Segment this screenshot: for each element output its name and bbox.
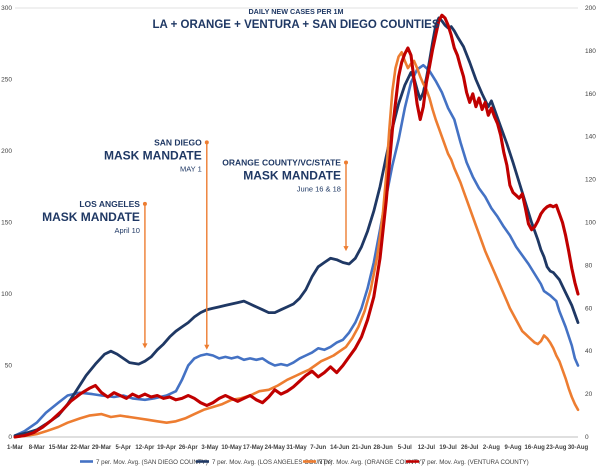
x-tick-label: 22-Mar [70,445,90,451]
legend-item-los-angeles: 7 per. Mov. Avg. (LOS ANGELES COUNTY) [196,459,332,466]
left-axis-tick-label: 250 [1,77,12,84]
left-axis-tick-label: 50 [5,363,13,370]
left-axis-tick-label: 300 [1,5,12,12]
x-tick-label: 26-Jul [461,445,479,451]
x-tick-label: 24-May [265,445,286,451]
right-axis-tick-label: 160 [585,91,596,98]
annotation-date: April 10 [114,226,139,235]
x-tick-label: 26-Apr [179,445,199,451]
x-tick-label: 19-Apr [157,445,177,451]
x-tick-label: 30-Aug [568,445,589,451]
x-tick-label: 15-Mar [49,445,69,451]
right-axis-tick-label: 40 [585,348,593,355]
right-axis-tick-label: 100 [585,220,596,227]
x-tick-label: 3-May [201,445,219,451]
x-tick-label: 17-May [243,445,264,451]
x-tick-label: 19-Jul [439,445,457,451]
x-tick-label: 14-Jun [330,445,350,451]
legend-item-orange-county: 7 per. Mov. Avg. (ORANGE COUNTY) [303,459,423,466]
x-tick-label: 31-May [286,445,307,451]
x-tick-label: 28-Jun [373,445,393,451]
x-tick-label: 1-Mar [7,445,24,451]
chart-title-line1: DAILY NEW CASES PER 1M [248,7,343,16]
x-tick-label: 12-Jul [418,445,436,451]
annotation-mandate: MASK MANDATE [42,210,140,224]
series-line-los-angeles [13,16,580,438]
x-tick-label: 2-Aug [483,445,500,451]
annotation-date: MAY 1 [180,164,202,173]
annotation-mandate: MASK MANDATE [104,148,202,162]
x-tick-label: 5-Jul [398,445,412,451]
annotation-mandate: MASK MANDATE [243,168,341,182]
right-axis-tick-label: 120 [585,177,596,184]
x-tick-label: 21-Jun [352,445,372,451]
legend-label: 7 per. Mov. Avg. (VENTURA COUNTY) [422,459,529,466]
x-axis-labels: 1-Mar 8-Mar 15-Mar 22-Mar 29-Mar 5-Apr 12-Apr 1… [7,445,589,451]
annotation-arrow-dot [142,201,147,206]
annotation-arrow-dot [204,140,209,145]
legend-label: 7 per. Mov. Avg. (SAN DIEGO COUNTY) [96,459,208,466]
annotation-arrow-dot [343,160,348,165]
legend-item-ventura: 7 per. Mov. Avg. (VENTURA COUNTY) [406,459,529,466]
legend-item-san-diego: 7 per. Mov. Avg. (SAN DIEGO COUNTY) [80,459,208,466]
gridlines [15,7,578,438]
right-axis-tick-label: 60 [585,305,593,312]
chart-title: DAILY NEW CASES PER 1M LA + ORANGE + VEN… [152,7,439,31]
left-axis-labels: 0 50 100 150 200 250 300 [1,5,12,441]
annotation-arrow-head [343,246,349,252]
x-tick-label: 7-Jun [310,445,326,451]
annotation-region: ORANGE COUNTY/VC/STATE [222,157,341,167]
series-line-ventura [13,13,580,439]
x-tick-label: 16-Aug [525,445,546,451]
right-axis-tick-label: 80 [585,262,593,269]
annotation-region: SAN DIEGO [154,137,202,147]
right-axis-tick-label: 140 [585,134,596,141]
x-tick-label: 23-Aug [546,445,567,451]
left-axis-tick-label: 100 [1,291,12,298]
series-lines [13,13,580,439]
annotation-region: LOS ANGELES [79,199,140,209]
right-axis-labels: 0 20 40 60 80 100 120 140 160 180 200 [585,5,596,441]
right-axis-tick-label: 180 [585,48,596,55]
annotation-arrow-head [204,344,210,350]
right-axis-tick-label: 200 [585,5,596,12]
series-line-san-diego [13,63,580,437]
x-tick-label: 29-Mar [92,445,112,451]
annotation-date: June 16 & 18 [297,184,341,193]
x-tick-label: 12-Apr [135,445,155,451]
left-axis-tick-label: 0 [8,434,12,441]
legend: 7 per. Mov. Avg. (SAN DIEGO COUNTY) 7 per… [80,459,529,466]
left-axis-tick-label: 150 [1,220,12,227]
left-axis-tick-label: 200 [1,148,12,155]
x-tick-label: 5-Apr [115,445,131,451]
legend-label: 7 per. Mov. Avg. (LOS ANGELES COUNTY) [212,459,332,466]
x-tick-label: 10-May [221,445,242,451]
x-tick-label: 9-Aug [505,445,522,451]
chart-title-line2: LA + ORANGE + VENTURA + SAN DIEGO COUNTI… [152,19,439,31]
right-axis-tick-label: 0 [585,434,589,441]
legend-label: 7 per. Mov. Avg. (ORANGE COUNTY) [319,459,423,466]
right-axis-tick-label: 20 [585,391,593,398]
x-tick-label: 8-Mar [29,445,46,451]
annotation-arrow-head [142,343,148,349]
